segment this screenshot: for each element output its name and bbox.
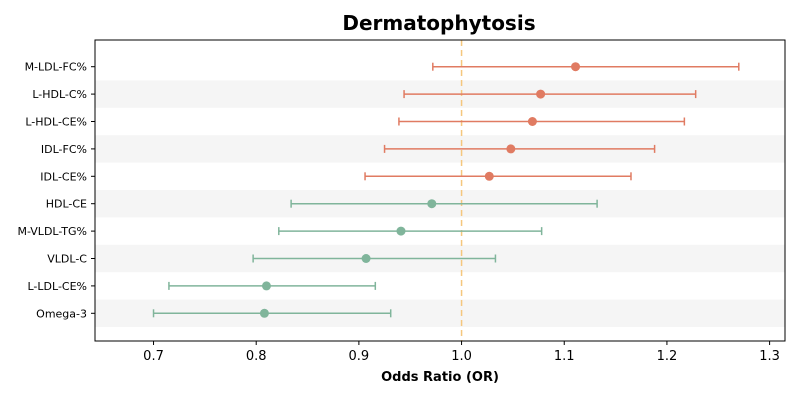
y-tick-label: M-VLDL-TG% [17,225,87,238]
or-point [527,117,537,126]
x-tick-label: 1.2 [657,349,678,364]
y-tick-label: L-LDL-CE% [28,280,88,293]
y-tick-label: M-LDL-FC% [25,61,87,74]
y-tick-label: VLDL-C [47,253,87,266]
y-tick-label: IDL-FC% [41,143,87,156]
x-tick-label: 0.9 [349,349,370,364]
x-axis: 0.7 0.8 0.9 1.0 1.1 1.2 1.3 [143,341,780,364]
or-point [259,308,269,318]
x-tick-label: 0.8 [246,349,267,364]
or-point [484,171,494,181]
or-point [361,254,371,263]
y-tick-label: L-HDL-C% [32,88,87,101]
plot-frame [94,39,786,342]
plot-marks [152,62,740,318]
or-point [427,199,437,209]
y-tick-label: Omega-3 [36,307,87,320]
x-tick-label: 1.3 [759,349,780,364]
or-point [571,62,581,72]
or-point [261,281,271,291]
y-axis: M-LDL-FC% L-HDL-C% L-HDL-CE% IDL-FC% IDL-CE%… [17,61,95,320]
y-tick-label: L-HDL-CE% [25,116,87,129]
or-point [396,226,406,236]
y-tick-label: HDL-CE [46,198,87,211]
x-tick-label: 1.0 [451,349,472,364]
x-axis-label: Odds Ratio (OR) [381,370,499,385]
x-tick-label: 0.7 [143,349,164,364]
or-point [506,144,516,154]
x-tick-label: 1.1 [554,349,575,364]
chart-title: Dermatophytosis [342,11,535,35]
y-tick-label: IDL-CE% [40,170,87,183]
or-point [536,89,546,99]
